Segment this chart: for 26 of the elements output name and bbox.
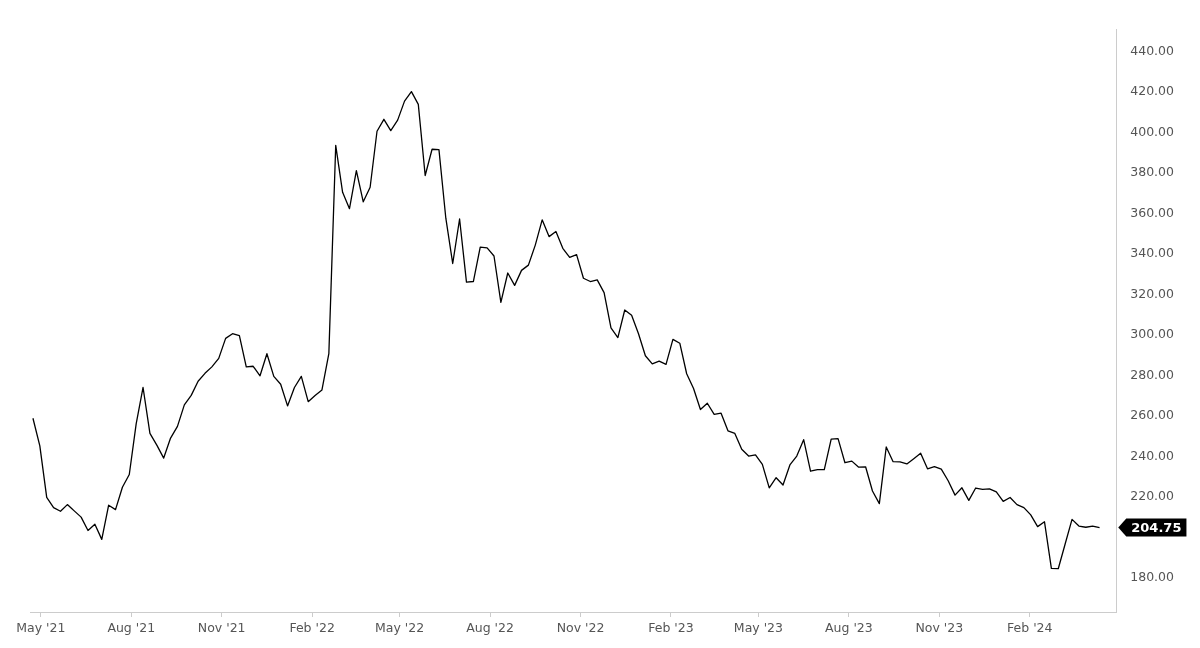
- y-tick-label: 320.00: [1130, 285, 1175, 301]
- x-tick-label: Feb '22: [289, 619, 335, 635]
- y-tick-label: 440.00: [1130, 43, 1175, 58]
- y-tick-label: 340.00: [1130, 245, 1175, 261]
- x-tick-label: Nov '22: [556, 619, 605, 635]
- y-tick-label: 300.00: [1130, 326, 1175, 342]
- x-tick-label: May '21: [16, 619, 66, 635]
- y-tick-label: 360.00: [1130, 204, 1175, 220]
- x-tick-label: Aug '23: [825, 619, 873, 635]
- text: 204.75: [1131, 519, 1182, 535]
- y-tick-label: 260.00: [1130, 407, 1175, 423]
- x-tick-label: May '22: [375, 619, 425, 635]
- x-tick-label: Nov '21: [197, 619, 246, 635]
- y-tick-label: 240.00: [1130, 447, 1175, 463]
- y-tick-label: 280.00: [1130, 366, 1175, 382]
- x-tick-label: Feb '23: [648, 619, 694, 635]
- y-tick-label: 420.00: [1130, 83, 1175, 99]
- y-tick-label: 400.00: [1130, 123, 1175, 139]
- y-tick-label: 220.00: [1130, 487, 1175, 503]
- x-tick-label: Feb '24: [1007, 619, 1053, 635]
- x-tick-label: Aug '22: [466, 619, 514, 635]
- x-tick-label: May '23: [733, 619, 784, 635]
- y-tick-label: 180.00: [1130, 568, 1175, 584]
- y-tick-label: 380.00: [1130, 164, 1175, 180]
- x-tick-label: Nov '23: [915, 619, 964, 635]
- x-tick-label: Aug '21: [107, 619, 156, 635]
